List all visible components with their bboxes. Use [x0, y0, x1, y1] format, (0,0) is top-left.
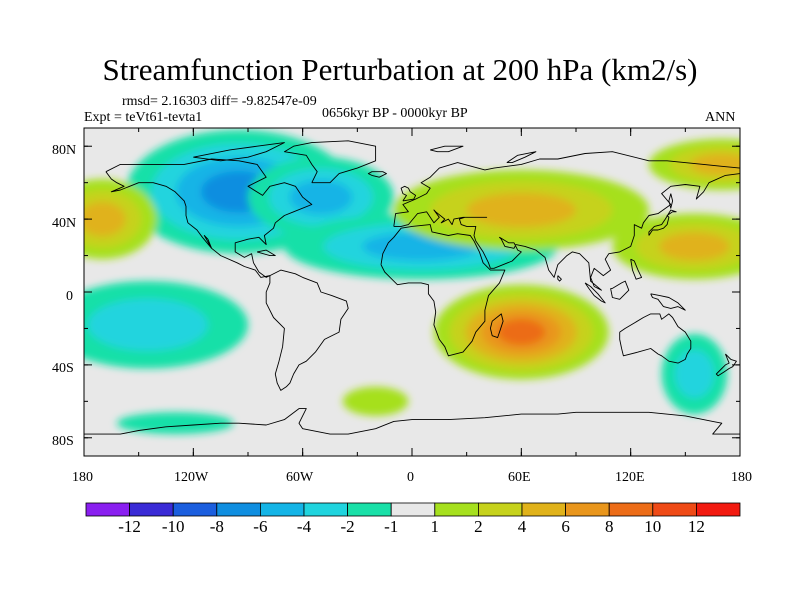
colorbar-swatch: [521, 502, 566, 517]
y-tick-label: 80N: [52, 143, 77, 158]
stats-label: rmsd= 2.16303 diff= -9.82547e-09: [122, 94, 317, 109]
contour-band: [690, 153, 740, 176]
coastline: [715, 353, 737, 377]
plot-title: Streamfunction Perturbation at 200 hPa (…: [102, 52, 698, 87]
y-tick-label: 40S: [52, 361, 74, 376]
coastline: [256, 249, 276, 257]
y-tick-label: 0: [66, 289, 73, 304]
contour-band: [289, 180, 353, 215]
contour-band: [342, 386, 409, 416]
coastline: [648, 209, 677, 236]
coastline: [650, 293, 686, 311]
colorbar-swatch: [129, 502, 174, 517]
colorbar-label: 1: [430, 517, 440, 536]
colorbar-label: -4: [296, 517, 312, 536]
anomaly-center: [433, 284, 609, 380]
experiment-label: Expt = teVt61-tevta1: [84, 110, 203, 125]
x-tick-label: 120E: [615, 470, 645, 485]
y-tick-label: 80S: [52, 434, 74, 449]
colorbar-swatch: [652, 502, 697, 517]
colorbar: [85, 502, 741, 517]
coastline: [193, 142, 285, 162]
anomaly-center: [612, 213, 740, 280]
coastline: [619, 313, 692, 364]
anomaly-field: [84, 129, 740, 435]
colorbar-label: -12: [118, 517, 141, 536]
coastlines: [84, 140, 740, 435]
contour-band: [674, 349, 715, 399]
x-tick-label: 0: [407, 470, 414, 485]
colorbar-label: -10: [161, 517, 185, 536]
contour-band: [466, 192, 576, 228]
colorbar-swatch: [608, 502, 654, 517]
colorbar-label: 12: [687, 517, 705, 536]
coastline: [489, 313, 504, 339]
coastline: [668, 193, 674, 209]
coastline: [393, 151, 740, 291]
anomaly-center: [84, 281, 248, 369]
coastline: [380, 224, 506, 357]
x-tick-label: 120W: [174, 470, 209, 485]
colorbar-label: -1: [384, 517, 399, 536]
contour-band: [659, 232, 730, 261]
colorbar-swatch: [85, 502, 130, 517]
coastline: [557, 275, 562, 282]
colorbar-swatch: [347, 502, 392, 517]
x-tick-label: 180: [72, 470, 93, 485]
coastline: [367, 171, 387, 178]
anomaly-center: [648, 138, 740, 190]
colorbar-swatch: [172, 502, 218, 517]
colorbar-swatch: [565, 502, 610, 517]
colorbar-swatch: [390, 502, 436, 517]
colorbar-swatch: [259, 502, 305, 517]
coastline: [265, 269, 349, 391]
colorbar-label: -6: [253, 517, 268, 536]
colorbar-label: -2: [340, 517, 355, 536]
coastline: [584, 282, 606, 304]
coastline: [610, 280, 630, 300]
coastline: [84, 408, 740, 435]
anomaly-center: [342, 386, 409, 416]
contour-band: [497, 319, 546, 346]
coastline: [506, 151, 537, 164]
anomaly-center: [84, 179, 157, 260]
colorbar-swatch: [434, 502, 479, 517]
coastline: [283, 140, 377, 184]
colorbar-label: 6: [561, 517, 570, 536]
season-label: ANN: [705, 110, 736, 125]
colorbar-swatch: [696, 502, 741, 517]
anomaly-center: [661, 333, 728, 415]
coastline: [630, 258, 643, 280]
anomaly-center: [248, 157, 394, 238]
contour-band: [87, 298, 208, 352]
coastline: [105, 158, 313, 278]
coastline: [430, 145, 464, 153]
colorbar-label: 2: [474, 517, 483, 536]
colorbar-label: 10: [644, 517, 662, 536]
colorbar-swatch: [216, 502, 261, 517]
contour-band: [116, 412, 234, 435]
y-tick-label: 40N: [52, 216, 77, 231]
colorbar-label: -8: [209, 517, 224, 536]
x-tick-label: 60E: [508, 470, 531, 485]
axis-ticks: [83, 128, 741, 456]
colorbar-label: 8: [604, 517, 614, 536]
x-tick-label: 180: [731, 470, 752, 485]
colorbar-label: 4: [517, 517, 527, 536]
colorbar-swatch: [477, 502, 523, 517]
period-label: 0656kyr BP - 0000kyr BP: [322, 106, 468, 121]
anomaly-center: [393, 169, 649, 251]
colorbar-swatch: [303, 502, 348, 517]
coastline: [400, 185, 417, 202]
x-tick-label: 60W: [286, 470, 314, 485]
anomaly-center: [116, 412, 234, 435]
contour-band: [84, 201, 126, 237]
